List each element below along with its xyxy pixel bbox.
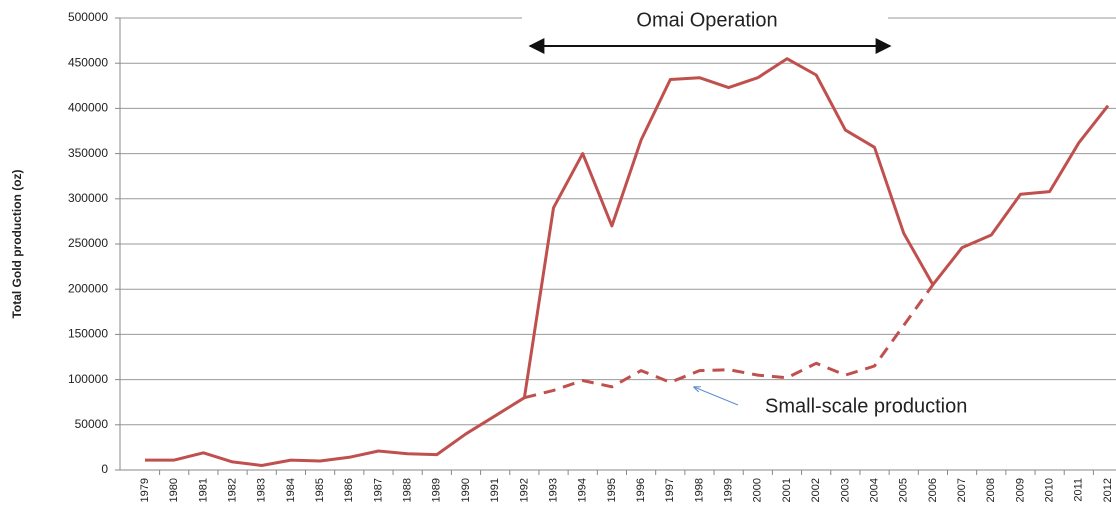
y-tick-label: 150000 xyxy=(68,327,108,341)
x-tick-label: 1990 xyxy=(460,478,472,502)
y-tick-label: 50000 xyxy=(75,417,109,431)
x-tick-label: 1999 xyxy=(723,478,735,502)
y-axis-label: Total Gold production (oz) xyxy=(10,169,24,318)
x-tick-label: 2008 xyxy=(985,478,997,502)
annotation: Omai Operation xyxy=(636,9,777,31)
y-tick-label: 0 xyxy=(101,462,108,476)
x-tick-label: 1987 xyxy=(372,478,384,502)
annotation-arrow xyxy=(694,387,739,406)
y-tick-label: 300000 xyxy=(68,191,108,205)
x-tick-label: 1981 xyxy=(197,478,209,502)
x-tick-label: 1984 xyxy=(285,478,297,502)
x-tick-label: 2009 xyxy=(1014,478,1026,502)
x-tick-label: 1985 xyxy=(314,478,326,502)
y-tick-label: 200000 xyxy=(68,281,108,295)
x-tick-label: 1997 xyxy=(664,478,676,502)
x-tick-label: 1989 xyxy=(431,478,443,502)
x-tick-label: 2012 xyxy=(1102,478,1114,502)
x-tick-label: 1982 xyxy=(226,478,238,502)
x-tick-label: 1996 xyxy=(635,478,647,502)
x-tick-label: 2004 xyxy=(868,478,880,502)
x-tick-label: 1986 xyxy=(343,478,355,502)
x-tick-label: 1979 xyxy=(139,478,151,502)
x-tick-label: 2003 xyxy=(839,478,851,502)
y-tick-label: 350000 xyxy=(68,146,108,160)
x-tick-label: 2007 xyxy=(956,478,968,502)
x-tick-label: 1994 xyxy=(577,478,589,502)
x-tick-label: 2001 xyxy=(781,478,793,502)
y-tick-label: 100000 xyxy=(68,372,108,386)
series-line xyxy=(524,283,935,400)
x-tick-label: 1980 xyxy=(168,478,180,502)
x-tick-label: 1998 xyxy=(693,478,705,502)
x-tick-label: 1993 xyxy=(547,478,559,502)
annotation-bg xyxy=(522,8,888,30)
y-tick-label: 500000 xyxy=(68,10,108,24)
x-tick-label: 2005 xyxy=(898,478,910,502)
x-tick-label: 2002 xyxy=(810,478,822,502)
x-tick-label: 1991 xyxy=(489,478,501,502)
x-tick-label: 1995 xyxy=(606,478,618,502)
y-tick-label: 450000 xyxy=(68,55,108,69)
x-tick-label: 2011 xyxy=(1073,478,1085,502)
x-tick-label: 2006 xyxy=(927,478,939,502)
x-tick-label: 1983 xyxy=(256,478,268,502)
y-tick-label: 250000 xyxy=(68,236,108,250)
series-line xyxy=(145,57,1110,467)
x-tick-label: 1992 xyxy=(518,478,530,502)
y-tick-label: 400000 xyxy=(68,101,108,115)
x-tick-label: 2000 xyxy=(752,478,764,502)
x-tick-label: 2010 xyxy=(1044,478,1056,502)
series-annotation: Small-scale production xyxy=(765,395,967,417)
x-tick-label: 1988 xyxy=(402,478,414,502)
